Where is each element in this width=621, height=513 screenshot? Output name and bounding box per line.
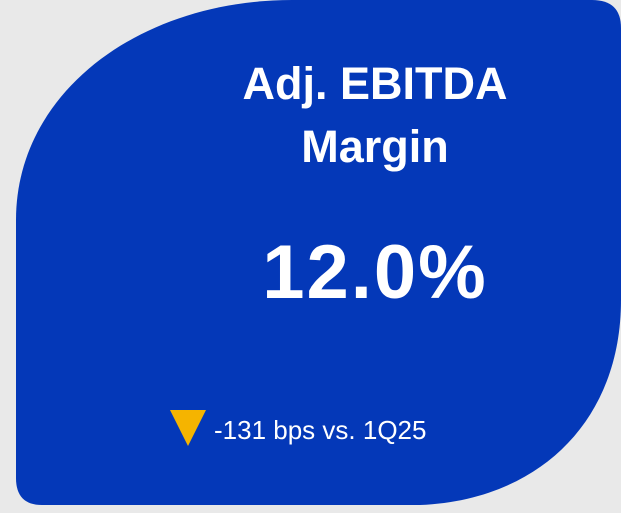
kpi-value: 12.0% xyxy=(262,230,488,315)
card-background xyxy=(16,0,621,505)
kpi-title: Adj. EBITDA Margin xyxy=(242,58,508,172)
down-triangle xyxy=(170,410,206,446)
kpi-change: -131 bps vs. 1Q25 xyxy=(214,415,427,445)
